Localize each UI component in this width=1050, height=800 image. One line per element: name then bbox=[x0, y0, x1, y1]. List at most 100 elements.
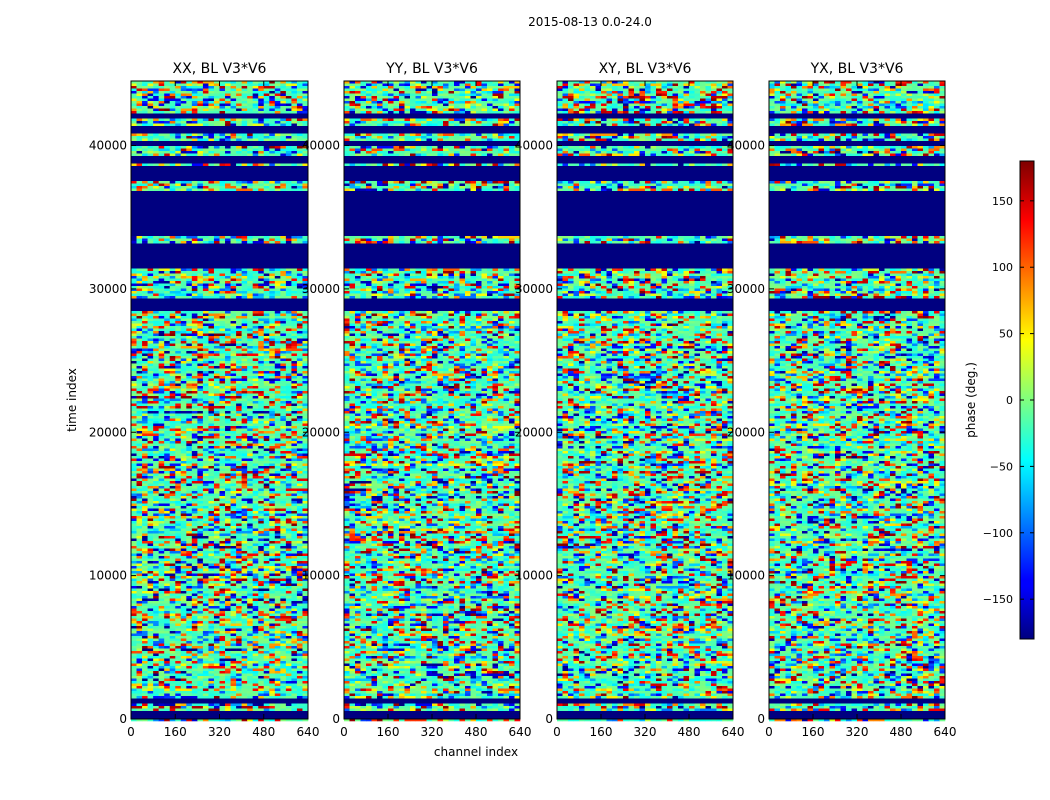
phase-cell bbox=[142, 316, 148, 319]
phase-cell bbox=[220, 359, 226, 362]
phase-cell bbox=[131, 434, 137, 437]
phase-cell bbox=[291, 269, 297, 272]
phase-cell bbox=[275, 496, 281, 499]
phase-cell bbox=[142, 549, 148, 552]
phase-cell bbox=[148, 86, 154, 89]
phase-cell bbox=[247, 374, 253, 377]
phase-cell bbox=[137, 389, 143, 392]
phase-cell bbox=[197, 584, 203, 587]
phase-cell bbox=[197, 136, 203, 139]
phase-cell bbox=[203, 426, 209, 429]
phase-cell bbox=[286, 104, 292, 107]
phase-cell bbox=[291, 296, 297, 299]
phase-cell bbox=[225, 426, 231, 429]
phase-cell bbox=[258, 86, 264, 89]
phase-cell bbox=[203, 146, 209, 149]
phase-cell bbox=[291, 551, 297, 554]
phase-cell bbox=[253, 104, 259, 107]
phase-cell bbox=[164, 366, 170, 369]
phase-cell bbox=[148, 571, 154, 574]
phase-cell bbox=[131, 386, 137, 389]
phase-cell bbox=[137, 561, 143, 564]
phase-cell bbox=[148, 444, 154, 447]
phase-cell bbox=[203, 544, 209, 547]
phase-cell bbox=[286, 121, 292, 124]
phase-cell bbox=[291, 319, 297, 322]
phase-cell bbox=[170, 239, 176, 242]
phase-cell bbox=[247, 474, 253, 477]
phase-cell bbox=[264, 389, 270, 392]
phase-cell bbox=[280, 359, 286, 362]
phase-cell bbox=[302, 394, 308, 397]
phase-cell bbox=[236, 94, 242, 97]
phase-cell bbox=[159, 271, 165, 274]
phase-cell bbox=[236, 281, 242, 284]
phase-cell bbox=[159, 549, 165, 552]
phase-cell bbox=[197, 111, 203, 114]
phase-cell bbox=[175, 494, 181, 497]
phase-cell bbox=[137, 386, 143, 389]
phase-cell bbox=[220, 421, 226, 424]
phase-cell bbox=[258, 106, 264, 109]
phase-cell bbox=[247, 186, 253, 189]
phase-cell bbox=[159, 326, 165, 329]
phase-cell bbox=[153, 364, 159, 367]
phase-cell bbox=[148, 414, 154, 417]
phase-cell bbox=[291, 504, 297, 507]
phase-cell bbox=[164, 281, 170, 284]
phase-cell bbox=[258, 84, 264, 87]
phase-cell bbox=[253, 586, 259, 589]
phase-cell bbox=[247, 274, 253, 277]
phase-cell bbox=[208, 469, 214, 472]
phase-cell bbox=[137, 296, 143, 299]
phase-cell bbox=[192, 311, 198, 314]
phase-cell bbox=[197, 271, 203, 274]
phase-cell bbox=[275, 544, 281, 547]
phase-cell bbox=[131, 589, 137, 592]
phase-cell bbox=[264, 359, 270, 362]
phase-cell bbox=[142, 474, 148, 477]
phase-cell bbox=[203, 484, 209, 487]
phase-cell bbox=[236, 521, 242, 524]
phase-cell bbox=[302, 539, 308, 542]
phase-cell bbox=[208, 446, 214, 449]
phase-cell bbox=[186, 501, 192, 504]
phase-cell bbox=[159, 181, 165, 184]
phase-cell bbox=[247, 514, 253, 517]
phase-cell bbox=[280, 239, 286, 242]
phase-cell bbox=[280, 546, 286, 549]
phase-cell bbox=[186, 459, 192, 462]
phase-cell bbox=[286, 426, 292, 429]
phase-cell bbox=[220, 431, 226, 434]
phase-cell bbox=[253, 374, 259, 377]
phase-cell bbox=[242, 444, 248, 447]
phase-cell bbox=[214, 239, 220, 242]
phase-cell bbox=[164, 391, 170, 394]
phase-cell bbox=[175, 461, 181, 464]
phase-cell bbox=[214, 164, 220, 167]
phase-cell bbox=[153, 476, 159, 479]
phase-cell bbox=[142, 319, 148, 322]
phase-cell bbox=[231, 326, 237, 329]
phase-cell bbox=[269, 349, 275, 352]
phase-cell bbox=[291, 351, 297, 354]
phase-cell bbox=[131, 291, 137, 294]
phase-cell bbox=[186, 361, 192, 364]
phase-cell bbox=[291, 524, 297, 527]
phase-cell bbox=[220, 471, 226, 474]
phase-cell bbox=[297, 411, 303, 414]
phase-cell bbox=[280, 369, 286, 372]
phase-cell bbox=[291, 279, 297, 282]
phase-cell bbox=[269, 109, 275, 112]
phase-cell bbox=[220, 361, 226, 364]
phase-cell bbox=[225, 274, 231, 277]
phase-cell bbox=[181, 371, 187, 374]
phase-cell bbox=[231, 566, 237, 569]
phase-cell bbox=[231, 444, 237, 447]
phase-cell bbox=[197, 89, 203, 92]
phase-cell bbox=[170, 351, 176, 354]
phase-cell bbox=[253, 489, 259, 492]
phase-cell bbox=[192, 514, 198, 517]
phase-cell bbox=[186, 189, 192, 192]
phase-cell bbox=[225, 546, 231, 549]
